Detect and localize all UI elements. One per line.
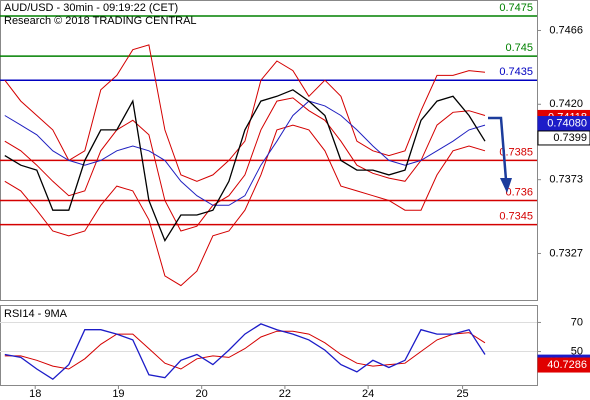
level-label: 0.736 (505, 186, 533, 198)
y-tick-label: 0.7420 (549, 98, 583, 110)
y-tick-label: 50 (571, 345, 583, 357)
x-tick-label: 20 (196, 388, 208, 400)
rsi-title: RSI14 - 9MA (4, 308, 68, 320)
series-line (4, 97, 486, 232)
price-tag-label: 40.7286 (547, 359, 587, 371)
y-tick-label: 0.7466 (549, 24, 583, 36)
x-tick-label: 24 (362, 388, 374, 400)
series-line (4, 330, 486, 370)
chart-title: AUD/USD - 30min - 09:19:22 (CET) (4, 2, 178, 14)
series-line (4, 100, 486, 206)
x-tick-label: 22 (279, 388, 291, 400)
x-tick-label: 18 (29, 388, 41, 400)
y-tick-label: 0.7327 (549, 247, 583, 259)
level-label: 0.745 (505, 42, 533, 54)
main-panel (0, 0, 538, 301)
series-line (4, 124, 486, 287)
price-tag-label: 0.7399 (553, 132, 587, 144)
price-tag (537, 130, 590, 146)
chart-subtitle: Research © 2018 TRADING CENTRAL (4, 15, 197, 27)
x-tick-label: 25 (456, 388, 468, 400)
price-tag (537, 357, 590, 373)
series-line (4, 323, 486, 381)
series-line (4, 44, 486, 182)
level-label: 0.7345 (499, 211, 533, 223)
y-tick-label: 70 (571, 316, 583, 328)
price-tag-label: 0.74080 (547, 117, 587, 129)
level-label: 0.7385 (499, 146, 533, 158)
series-line (4, 89, 486, 243)
x-tick-label: 19 (112, 388, 124, 400)
rsi-panel (0, 305, 538, 386)
forecast-arrow (488, 116, 508, 181)
arrow-head (500, 178, 512, 193)
level-label: 0.7435 (499, 66, 533, 78)
level-label: 0.7475 (499, 2, 533, 14)
y-tick-label: 0.7373 (549, 174, 583, 186)
